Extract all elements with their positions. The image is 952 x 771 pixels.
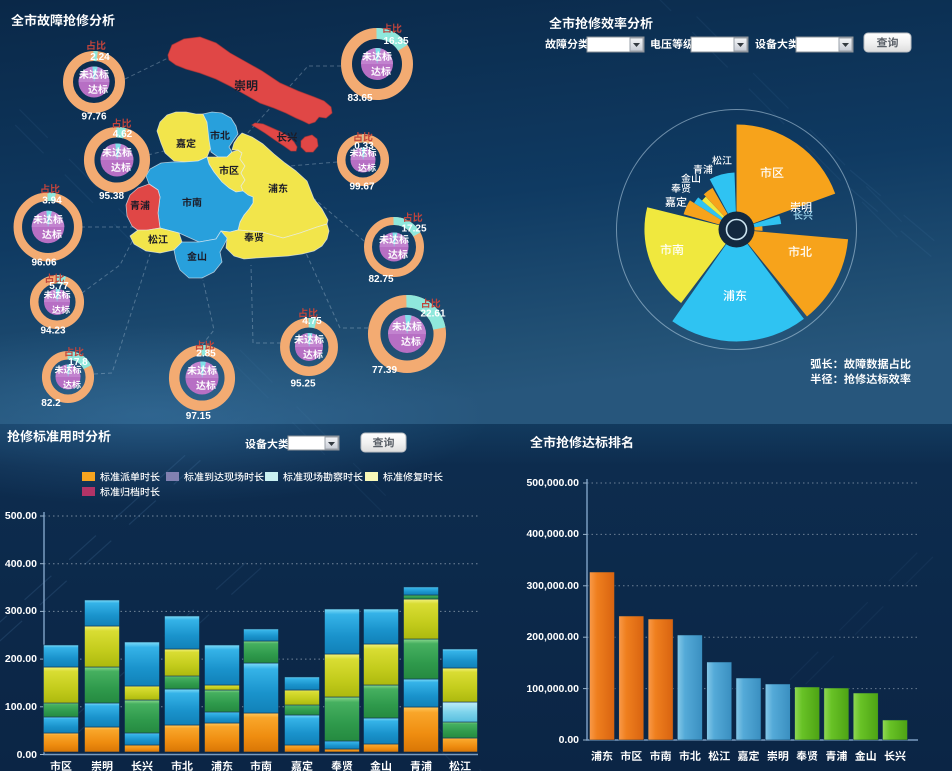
svg-text:97.15: 97.15 xyxy=(186,411,211,422)
svg-text:400,000.00: 400,000.00 xyxy=(526,528,579,540)
svg-text:100,000.00: 100,000.00 xyxy=(526,683,579,695)
svg-text:16.35: 16.35 xyxy=(383,36,408,47)
svg-text:5.77: 5.77 xyxy=(49,281,69,292)
svg-text:4.75: 4.75 xyxy=(302,316,322,327)
svg-text:0.00: 0.00 xyxy=(559,734,580,746)
svg-text:0.33: 0.33 xyxy=(354,141,374,152)
svg-text:95.25: 95.25 xyxy=(290,379,315,390)
svg-text:95.38: 95.38 xyxy=(99,191,124,202)
svg-text:2.85: 2.85 xyxy=(196,349,216,360)
svg-text:500.00: 500.00 xyxy=(5,510,37,522)
svg-text:4.62: 4.62 xyxy=(113,129,133,140)
svg-text:22.61: 22.61 xyxy=(420,308,445,319)
svg-text:2.24: 2.24 xyxy=(90,52,110,63)
svg-text:500,000.00: 500,000.00 xyxy=(526,477,579,489)
svg-text:97.76: 97.76 xyxy=(81,112,106,123)
svg-text:400.00: 400.00 xyxy=(5,558,37,570)
svg-text:77.39: 77.39 xyxy=(372,365,397,376)
svg-text:3.94: 3.94 xyxy=(42,196,62,207)
svg-text:96.06: 96.06 xyxy=(31,258,56,269)
svg-text:82.2: 82.2 xyxy=(41,398,61,409)
svg-text:200.00: 200.00 xyxy=(5,653,37,665)
svg-text:17.8: 17.8 xyxy=(68,357,88,368)
svg-text:100.00: 100.00 xyxy=(5,701,37,713)
svg-text:300,000.00: 300,000.00 xyxy=(526,580,579,592)
svg-text:82.75: 82.75 xyxy=(368,274,393,285)
svg-text:0.00: 0.00 xyxy=(17,749,38,761)
svg-text:17.25: 17.25 xyxy=(401,223,426,234)
svg-text:99.67: 99.67 xyxy=(349,182,374,193)
svg-text:300.00: 300.00 xyxy=(5,605,37,617)
svg-text:200,000.00: 200,000.00 xyxy=(526,631,579,643)
svg-text:83.65: 83.65 xyxy=(347,93,372,104)
svg-text:94.23: 94.23 xyxy=(40,326,65,337)
